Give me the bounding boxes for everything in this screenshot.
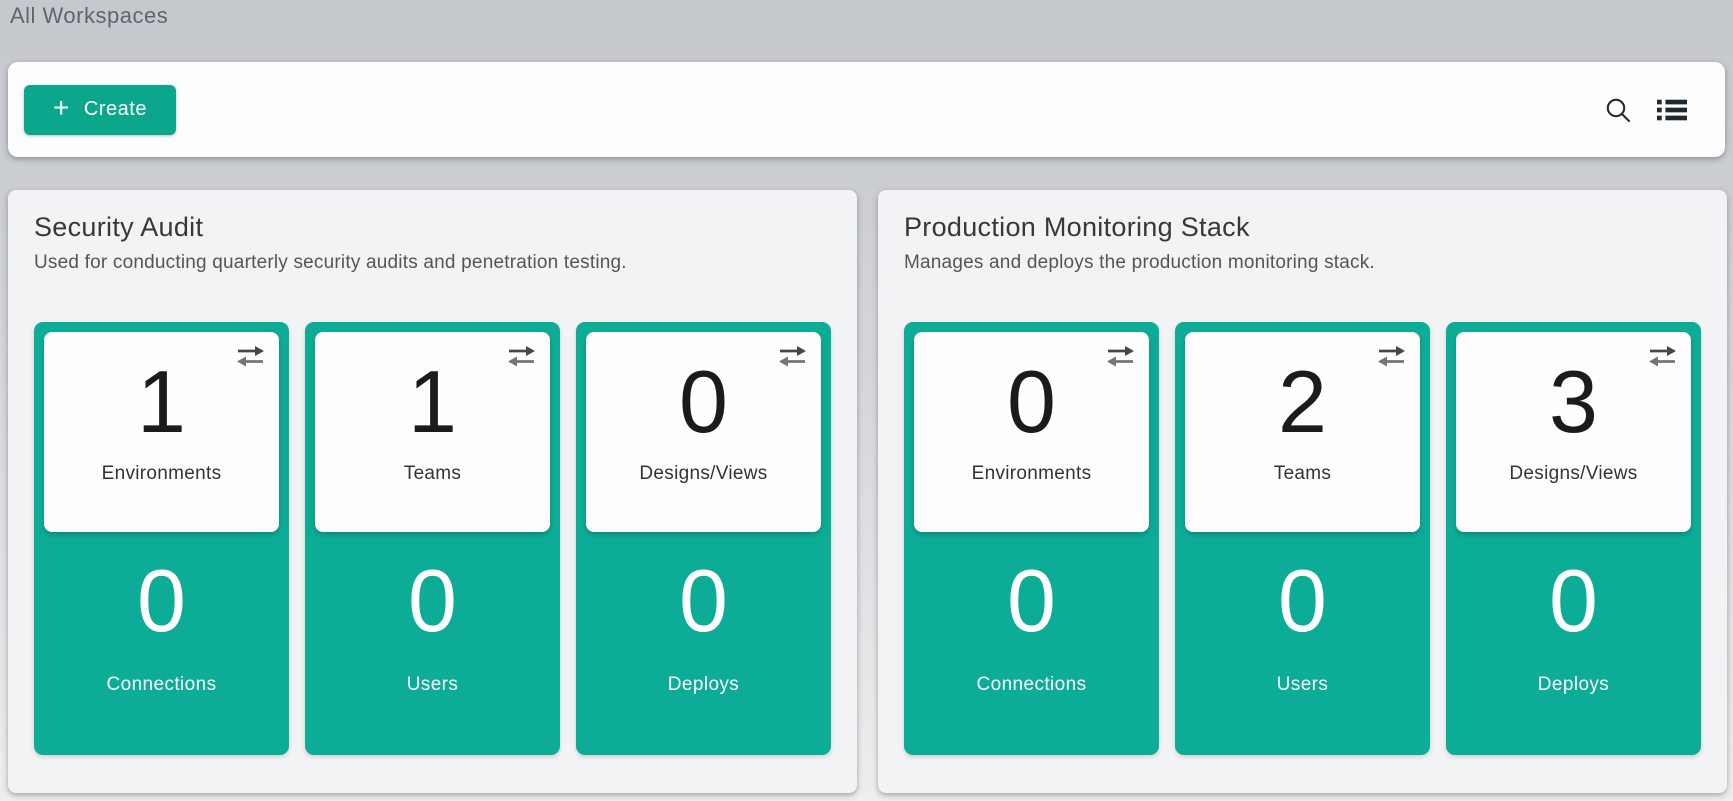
stat-tile-top: 0 Designs/Views <box>586 332 821 532</box>
workspace-name: Production Monitoring Stack <box>904 212 1250 242</box>
stat-tile-top: 2 Teams <box>1185 332 1420 532</box>
swap-arrows-icon[interactable] <box>1107 345 1134 373</box>
stat-value: 0 <box>1007 352 1056 451</box>
stat-tile-row: 1 Environments 0 Connections <box>34 322 831 755</box>
search-icon[interactable] <box>1603 95 1633 125</box>
stat-tile-top: 1 Environments <box>44 332 279 532</box>
stat-label: Environments <box>101 463 222 484</box>
stat-value: 0 <box>1007 551 1056 650</box>
swap-arrows-icon[interactable] <box>237 345 264 373</box>
stat-tile-bottom: 0 Users <box>305 532 560 755</box>
page-title: All Workspaces <box>10 3 169 28</box>
stat-value: 0 <box>408 551 457 650</box>
create-button-label: Create <box>83 98 147 120</box>
stat-tile-teams[interactable]: 2 Teams 0 Users <box>1175 322 1430 755</box>
stat-tile-bottom: 0 Connections <box>34 532 289 755</box>
toolbar-icon-group <box>1603 95 1725 125</box>
stat-label: Connections <box>976 674 1087 695</box>
plus-icon: + <box>53 92 70 123</box>
stat-tile-designs-views[interactable]: 3 Designs/Views 0 Deploys <box>1446 322 1701 755</box>
stat-tile-environments[interactable]: 0 Environments 0 Connections <box>904 322 1159 755</box>
workspace-description: Manages and deploys the production monit… <box>904 252 1375 273</box>
stat-value: 0 <box>1549 551 1598 650</box>
stat-label: Environments <box>971 463 1092 484</box>
workspace-description: Used for conducting quarterly security a… <box>34 252 627 273</box>
swap-arrows-icon[interactable] <box>779 345 806 373</box>
stat-label: Connections <box>106 674 217 695</box>
stat-value: 3 <box>1549 352 1598 451</box>
stat-tile-bottom: 0 Connections <box>904 532 1159 755</box>
swap-arrows-icon[interactable] <box>1378 345 1405 373</box>
stat-value: 0 <box>679 551 728 650</box>
stat-label: Deploys <box>667 674 740 695</box>
stat-tile-top: 0 Environments <box>914 332 1149 532</box>
stat-value: 0 <box>137 551 186 650</box>
stat-tile-bottom: 0 Users <box>1175 532 1430 755</box>
stat-tile-teams[interactable]: 1 Teams 0 Users <box>305 322 560 755</box>
stat-tile-designs-views[interactable]: 0 Designs/Views 0 Deploys <box>576 322 831 755</box>
workspace-card-security-audit[interactable]: Security Audit Used for conducting quart… <box>8 190 857 793</box>
swap-arrows-icon[interactable] <box>1649 345 1676 373</box>
stat-tile-row: 0 Environments 0 Connections <box>904 322 1701 755</box>
stat-label: Users <box>1276 674 1329 695</box>
workspace-card-production-monitoring-stack[interactable]: Production Monitoring Stack Manages and … <box>878 190 1727 793</box>
workspace-name: Security Audit <box>34 212 204 242</box>
stat-value: 1 <box>408 352 457 451</box>
stat-value: 0 <box>1278 551 1327 650</box>
stat-tile-environments[interactable]: 1 Environments 0 Connections <box>34 322 289 755</box>
stat-tile-bottom: 0 Deploys <box>1446 532 1701 755</box>
stat-tile-bottom: 0 Deploys <box>576 532 831 755</box>
stat-label: Teams <box>1273 463 1332 484</box>
stat-label: Designs/Views <box>1509 463 1638 484</box>
stat-tile-top: 3 Designs/Views <box>1456 332 1691 532</box>
create-button[interactable]: + Create <box>24 84 176 135</box>
workspace-list: Security Audit Used for conducting quart… <box>8 190 1727 793</box>
list-view-icon[interactable] <box>1657 95 1687 125</box>
stat-label: Teams <box>403 463 462 484</box>
toolbar: + Create <box>8 62 1725 157</box>
stat-tile-top: 1 Teams <box>315 332 550 532</box>
stat-value: 2 <box>1278 352 1327 451</box>
stat-value: 0 <box>679 352 728 451</box>
stat-value: 1 <box>137 352 186 451</box>
stat-label: Deploys <box>1537 674 1610 695</box>
swap-arrows-icon[interactable] <box>508 345 535 373</box>
stat-label: Designs/Views <box>639 463 768 484</box>
stat-label: Users <box>406 674 459 695</box>
